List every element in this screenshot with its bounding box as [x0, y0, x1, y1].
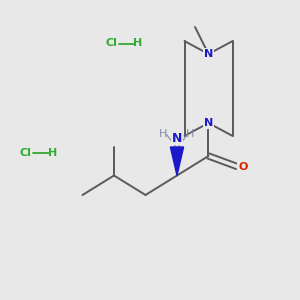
Text: H: H	[159, 129, 168, 140]
Text: N: N	[204, 49, 213, 59]
Text: N: N	[204, 118, 213, 128]
Text: O: O	[238, 161, 248, 172]
Text: Cl: Cl	[20, 148, 32, 158]
Text: H: H	[186, 129, 195, 140]
Polygon shape	[170, 147, 184, 176]
Text: N: N	[172, 132, 182, 145]
Text: H: H	[134, 38, 142, 49]
Text: Cl: Cl	[105, 38, 117, 49]
Text: H: H	[48, 148, 57, 158]
